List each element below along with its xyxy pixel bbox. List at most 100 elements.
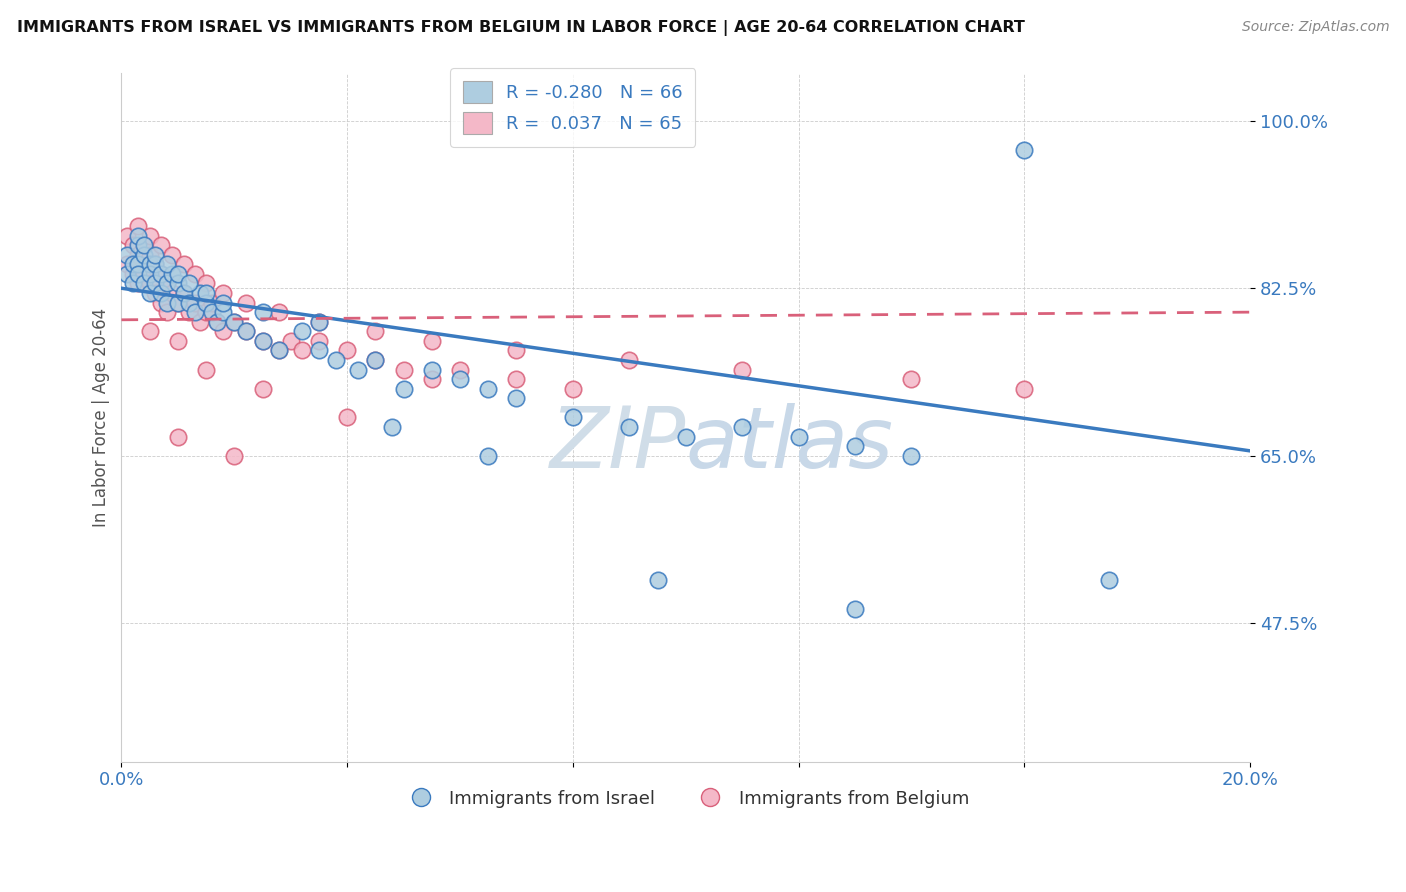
Point — [160, 285, 183, 300]
Point — [167, 295, 190, 310]
Point — [619, 353, 641, 368]
Point — [173, 257, 195, 271]
Point — [167, 295, 190, 310]
Point — [138, 324, 160, 338]
Point — [132, 238, 155, 252]
Point — [844, 601, 866, 615]
Text: ZIP: ZIP — [550, 403, 686, 486]
Point — [269, 343, 291, 358]
Point — [224, 449, 246, 463]
Point — [505, 391, 527, 405]
Point — [115, 267, 138, 281]
Point — [195, 277, 218, 291]
Point — [143, 285, 166, 300]
Point — [143, 248, 166, 262]
Point — [167, 334, 190, 348]
Point — [280, 334, 302, 348]
Point — [235, 324, 257, 338]
Point — [149, 285, 172, 300]
Point — [149, 267, 172, 281]
Point — [844, 439, 866, 453]
Point — [155, 295, 177, 310]
Point — [149, 238, 172, 252]
Point — [325, 353, 347, 368]
Point — [675, 429, 697, 443]
Point — [505, 372, 527, 386]
Point — [731, 362, 754, 376]
Point — [179, 277, 201, 291]
Point — [212, 324, 235, 338]
Point — [308, 315, 330, 329]
Legend: Immigrants from Israel, Immigrants from Belgium: Immigrants from Israel, Immigrants from … — [395, 782, 976, 814]
Point — [364, 353, 387, 368]
Point — [308, 315, 330, 329]
Point — [127, 267, 149, 281]
Point — [115, 257, 138, 271]
Point — [647, 573, 669, 587]
Point — [138, 267, 160, 281]
Text: atlas: atlas — [686, 403, 894, 486]
Text: IMMIGRANTS FROM ISRAEL VS IMMIGRANTS FROM BELGIUM IN LABOR FORCE | AGE 20-64 COR: IMMIGRANTS FROM ISRAEL VS IMMIGRANTS FRO… — [17, 20, 1025, 36]
Point — [731, 420, 754, 434]
Point — [207, 315, 229, 329]
Point — [900, 372, 922, 386]
Point — [173, 285, 195, 300]
Point — [1014, 382, 1036, 396]
Point — [132, 238, 155, 252]
Point — [252, 382, 274, 396]
Point — [787, 429, 810, 443]
Point — [336, 343, 359, 358]
Y-axis label: In Labor Force | Age 20-64: In Labor Force | Age 20-64 — [93, 308, 110, 527]
Point — [201, 305, 224, 319]
Point — [308, 334, 330, 348]
Point — [449, 362, 471, 376]
Point — [505, 343, 527, 358]
Point — [561, 382, 583, 396]
Point — [121, 267, 143, 281]
Text: Source: ZipAtlas.com: Source: ZipAtlas.com — [1241, 20, 1389, 34]
Point — [184, 295, 207, 310]
Point — [420, 372, 443, 386]
Point — [155, 305, 177, 319]
Point — [155, 277, 177, 291]
Point — [167, 267, 190, 281]
Point — [132, 267, 155, 281]
Point — [195, 362, 218, 376]
Point — [477, 382, 499, 396]
Point — [155, 277, 177, 291]
Point — [1098, 573, 1121, 587]
Point — [160, 267, 183, 281]
Point — [179, 295, 201, 310]
Point — [477, 449, 499, 463]
Point — [561, 410, 583, 425]
Point — [195, 305, 218, 319]
Point — [138, 228, 160, 243]
Point — [308, 343, 330, 358]
Point — [138, 285, 160, 300]
Point — [184, 267, 207, 281]
Point — [115, 248, 138, 262]
Point — [149, 295, 172, 310]
Point — [224, 315, 246, 329]
Point — [127, 248, 149, 262]
Point — [127, 228, 149, 243]
Point — [212, 305, 235, 319]
Point — [149, 267, 172, 281]
Point — [420, 334, 443, 348]
Point — [132, 277, 155, 291]
Point — [336, 410, 359, 425]
Point — [347, 362, 370, 376]
Point — [132, 248, 155, 262]
Point — [392, 382, 415, 396]
Point — [900, 449, 922, 463]
Point — [190, 315, 212, 329]
Point — [167, 277, 190, 291]
Point — [143, 257, 166, 271]
Point — [224, 315, 246, 329]
Point — [291, 324, 314, 338]
Point — [167, 429, 190, 443]
Point — [381, 420, 404, 434]
Point — [449, 372, 471, 386]
Point — [269, 343, 291, 358]
Point — [155, 257, 177, 271]
